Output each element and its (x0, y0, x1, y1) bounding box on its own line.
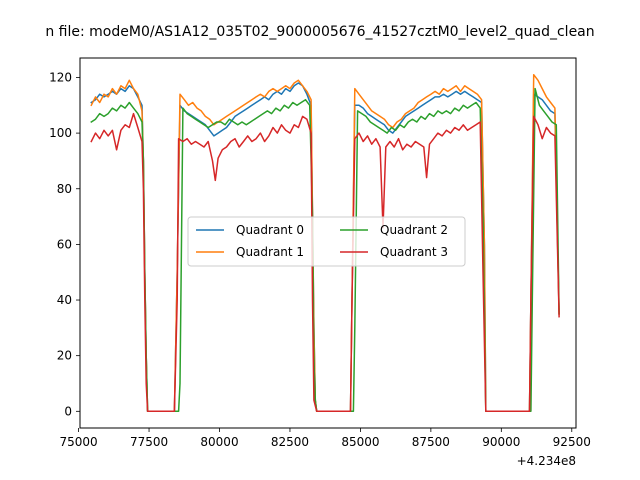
y-tick-label: 100 (49, 126, 72, 140)
series-line-quadrant-3 (90, 112, 560, 413)
series-layer (90, 73, 560, 413)
x-tick-label: 82500 (271, 435, 309, 449)
x-offset-label: +4.234e8 (517, 454, 576, 468)
x-tick-label: 87500 (412, 435, 450, 449)
x-tick-label: 77500 (130, 435, 168, 449)
y-tick-label: 20 (57, 349, 72, 363)
y-tick-label: 60 (57, 237, 72, 251)
y-tick-label: 0 (64, 404, 72, 418)
legend-label-quadrant-2: Quadrant 2 (380, 223, 448, 237)
chart-title: n file: modeM0/AS1A12_035T02_9000005676_… (45, 24, 594, 40)
y-tick-label: 120 (49, 70, 72, 84)
legend-label-quadrant-3: Quadrant 3 (380, 245, 448, 259)
legend: Quadrant 0 Quadrant 1 Quadrant 2 Quadrant 3 (187, 216, 466, 267)
legend-box (187, 216, 466, 267)
x-tick-label: 75000 (59, 435, 97, 449)
y-axis: 0 20 40 60 80 100 120 (49, 70, 80, 418)
x-axis: 75000 77500 80000 82500 85000 87500 90000 92500 (59, 428, 591, 449)
x-tick-label: 80000 (200, 435, 238, 449)
axes-frame (79, 57, 577, 429)
x-tick-label: 90000 (482, 435, 520, 449)
x-tick-label: 85000 (341, 435, 379, 449)
y-tick-label: 40 (57, 293, 72, 307)
legend-label-quadrant-1: Quadrant 1 (236, 245, 304, 259)
legend-label-quadrant-0: Quadrant 0 (236, 223, 304, 237)
x-tick-label: 92500 (553, 435, 591, 449)
y-tick-label: 80 (57, 182, 72, 196)
